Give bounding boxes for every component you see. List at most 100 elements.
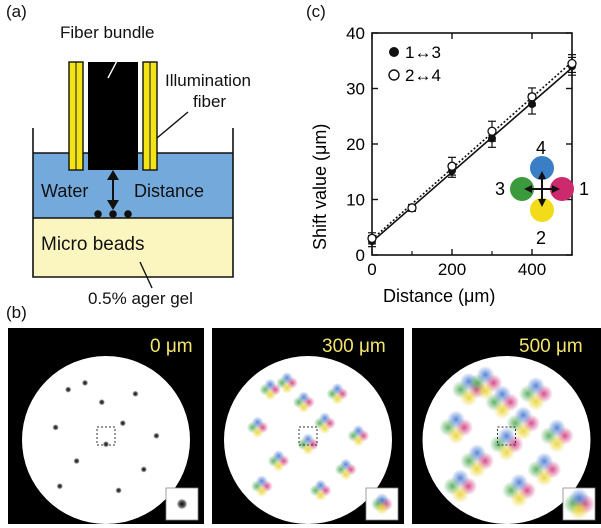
bead-spot [131, 390, 139, 398]
bead-spot-yellow [447, 426, 466, 445]
bead-spot-yellow [451, 485, 470, 504]
direction-label-4: 4 [536, 138, 546, 158]
direction-label-2: 2 [536, 228, 546, 248]
bead-spot-yellow [302, 443, 314, 456]
y-tick-label: 20 [346, 135, 365, 154]
bead-spot-blue [314, 479, 327, 492]
fit-line-series-1 [371, 67, 573, 243]
bead-spot [119, 419, 127, 427]
bead-spot-yellow [255, 485, 268, 498]
zoom-bead-yellow [569, 500, 589, 520]
bead-spot [52, 423, 60, 431]
data-point-open [367, 233, 377, 244]
microscopy-image-0 [8, 328, 204, 524]
bead-spot-blue [251, 416, 264, 429]
data-point-open [447, 161, 457, 171]
x-tick-label: 0 [367, 260, 376, 279]
legend-marker-filled [389, 47, 399, 57]
y-tick-label: 10 [346, 191, 365, 210]
micro-bead [94, 210, 102, 218]
bead-spot-blue [493, 385, 512, 404]
bead-spot [140, 465, 148, 473]
direction-arrowhead-right [552, 185, 560, 193]
bead-spot [152, 432, 160, 440]
bead-spot-yellow [352, 434, 365, 447]
bead-spot-yellow [272, 460, 285, 472]
bead-spot [81, 379, 89, 387]
panel-label-b: (b) [6, 303, 27, 322]
y-tick-label: 40 [346, 24, 365, 43]
gel-layer [33, 218, 233, 277]
data-point-open [527, 92, 537, 102]
bead-spot-blue [318, 412, 331, 425]
image-label-500um: 500 μm [519, 336, 583, 357]
data-point-open [567, 58, 577, 69]
bead-spot-yellow [339, 468, 352, 481]
panel-label-a: (a) [6, 2, 27, 21]
direction-circle-1 [550, 177, 574, 201]
micro-bead [109, 210, 117, 218]
bead-spot-yellow [251, 426, 264, 439]
illumination-fiber-label-1: Illumination [165, 71, 251, 90]
chart-legend: 1↔3 2↔4 [388, 43, 441, 85]
x-tick-label: 200 [438, 260, 466, 279]
bead-spot [73, 457, 81, 465]
bead-spot-blue [447, 410, 466, 429]
distance-arrowhead-up [107, 170, 119, 180]
bead-spot-yellow [535, 468, 554, 487]
bead-spot-blue [297, 391, 310, 404]
fiber-bundle-pointer [107, 39, 129, 79]
bead-spot-yellow [526, 392, 545, 411]
bead-spot-blue [547, 418, 566, 437]
container-outline [32, 128, 234, 278]
legend-series-1-3: 1↔3 [405, 43, 441, 62]
image-label-0um: 0 μm [150, 336, 193, 357]
gel-label: 0.5% ager gel [88, 289, 193, 308]
bead-spot-yellow [510, 489, 529, 508]
bead-spot [64, 386, 72, 394]
distance-arrowhead-down [107, 200, 119, 210]
bead-spot-blue [302, 433, 314, 446]
bead-spot-blue [272, 450, 285, 462]
direction-label-3: 3 [495, 179, 505, 199]
panel-label-c: (c) [306, 2, 326, 21]
gel-pointer [139, 261, 153, 289]
image-label-300um: 300 μm [322, 336, 386, 357]
bead-spot-yellow [331, 392, 344, 405]
roi-box [497, 426, 516, 446]
direction-label-1: 1 [579, 179, 589, 199]
chart-x-axis-label: Distance (μm) [383, 286, 495, 306]
bead-spot-blue [526, 376, 545, 395]
bead-spot-blue [451, 469, 470, 488]
direction-arrowhead-left [524, 185, 532, 193]
bead-spot-blue [514, 406, 533, 425]
data-point-open [487, 126, 497, 136]
direction-circle-3 [510, 177, 534, 201]
bead-spot-yellow [497, 443, 516, 462]
bead-spot-blue [264, 378, 277, 391]
bead-spot-yellow [297, 401, 310, 414]
water-label: Water [41, 181, 88, 201]
fit-line-series-2 [371, 61, 573, 240]
bead-spot-yellow [264, 388, 277, 401]
microscopy-image-1 [212, 328, 404, 524]
microscopy-image-2 [412, 328, 601, 524]
bead-spot-yellow [547, 434, 566, 453]
bead-spot-blue [468, 444, 487, 462]
chart-marks [367, 54, 577, 248]
direction-arrowhead-up [538, 171, 546, 179]
direction-inset: 4 3 1 2 [495, 138, 589, 248]
roi-box [298, 426, 318, 446]
bead-spot-blue [535, 452, 554, 471]
distance-label: Distance [134, 181, 204, 201]
chart-fit-lines [371, 61, 573, 243]
bead-spot-blue [497, 427, 516, 446]
zoom-bead [176, 498, 188, 510]
bead-spot-blue [255, 475, 268, 488]
bead-spot-yellow [281, 381, 293, 394]
bead-spot [56, 482, 64, 490]
x-tick-label: 400 [518, 260, 546, 279]
micro-beads-label: Micro beads [41, 234, 145, 255]
